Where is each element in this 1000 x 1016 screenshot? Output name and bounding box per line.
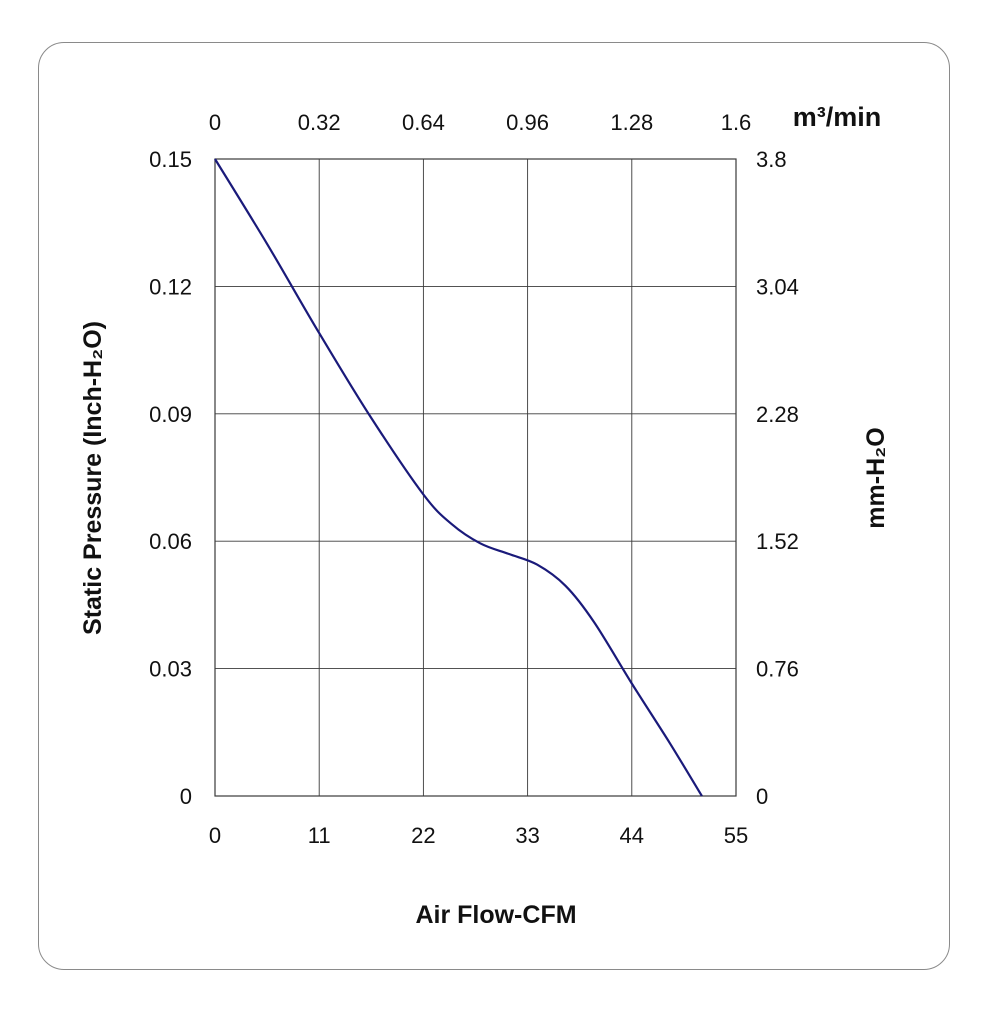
x-tick-label: 55 bbox=[724, 823, 748, 848]
x-axis-title: Air Flow-CFM bbox=[415, 901, 576, 929]
y-tick-label: 0 bbox=[180, 784, 192, 809]
top-tick-label: 0.96 bbox=[506, 110, 549, 135]
x-tick-label: 11 bbox=[308, 823, 331, 848]
x-tick-label: 22 bbox=[411, 823, 435, 848]
y-tick-label: 0.03 bbox=[149, 657, 192, 682]
y-tick-label: 0.15 bbox=[149, 147, 192, 172]
plot-area-border bbox=[214, 158, 737, 797]
x-tick-label: 33 bbox=[515, 823, 539, 848]
series-layer bbox=[214, 158, 703, 797]
right-tick-label: 0.76 bbox=[756, 657, 799, 682]
series-line bbox=[214, 158, 703, 797]
right-tick-label: 3.04 bbox=[756, 274, 799, 299]
top-tick-label: 0.32 bbox=[298, 110, 341, 135]
top-tick-label: 0 bbox=[209, 110, 221, 135]
top-tick-label: 0.64 bbox=[402, 110, 445, 135]
x-tick-label: 44 bbox=[620, 823, 644, 848]
y-tick-label: 0.12 bbox=[149, 274, 192, 299]
right-tick-label: 2.28 bbox=[756, 402, 799, 427]
right-tick-label: 1.52 bbox=[756, 529, 799, 554]
ticks-layer: 0 11 22 33 44 55 0 0.32 0.64 0.96 1.28 1.6 0 0.03 0.06… bbox=[149, 110, 799, 848]
y-tick-label: 0.06 bbox=[149, 529, 192, 554]
grid-layer bbox=[215, 159, 736, 796]
top-tick-label: 1.28 bbox=[610, 110, 653, 135]
top-axis-title: m³/min bbox=[793, 102, 882, 132]
right-axis-title: mm-H₂O bbox=[862, 427, 890, 528]
y-axis-title: Static Pressure (Inch-H₂O) bbox=[79, 321, 107, 635]
top-tick-label: 1.6 bbox=[721, 110, 752, 135]
y-tick-label: 0.09 bbox=[149, 402, 192, 427]
right-tick-label: 3.8 bbox=[756, 147, 787, 172]
right-tick-label: 0 bbox=[756, 784, 768, 809]
chart-frame bbox=[38, 42, 950, 970]
x-tick-label: 0 bbox=[209, 823, 221, 848]
